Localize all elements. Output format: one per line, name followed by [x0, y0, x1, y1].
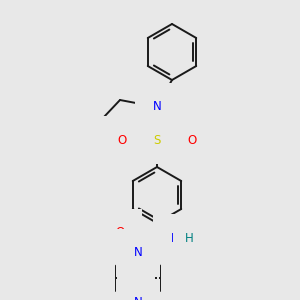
Text: H: H [185, 232, 194, 245]
Text: N: N [134, 247, 142, 260]
Text: N: N [171, 232, 179, 244]
Text: S: S [153, 134, 161, 146]
Text: O: O [188, 134, 196, 146]
Text: O: O [116, 226, 124, 239]
Text: N: N [153, 100, 161, 113]
Text: O: O [117, 134, 127, 146]
Text: N: N [134, 296, 142, 300]
